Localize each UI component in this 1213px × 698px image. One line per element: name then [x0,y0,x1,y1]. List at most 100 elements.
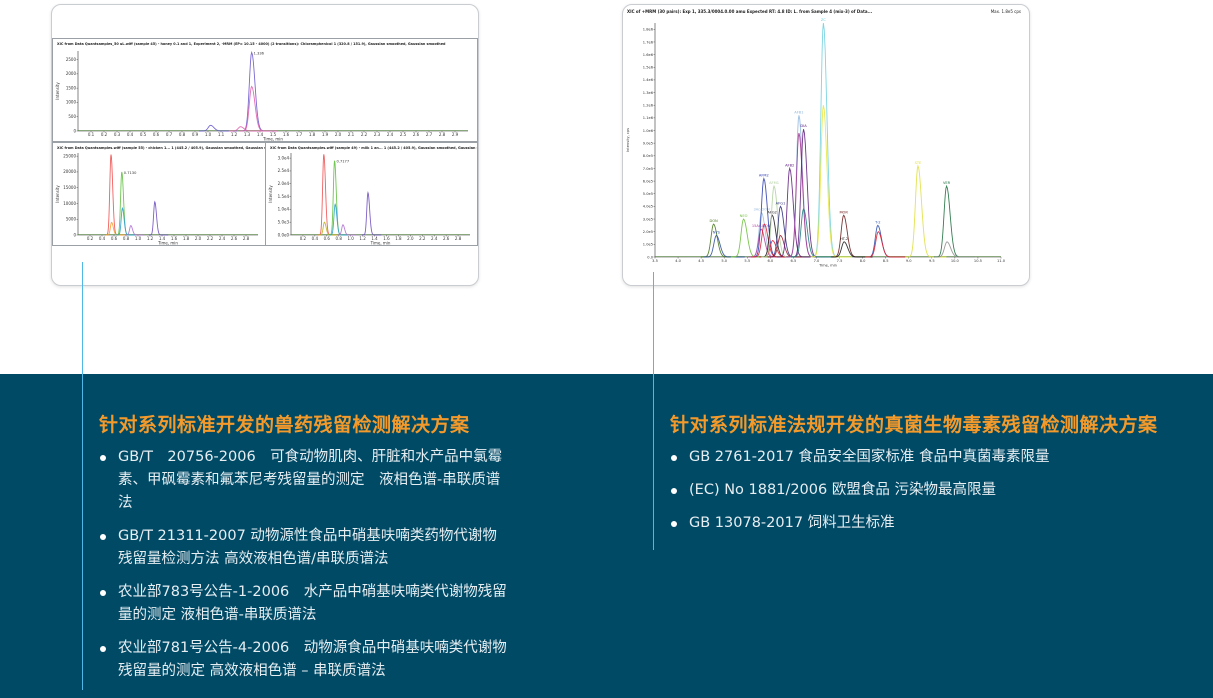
x-tick-label: 0.9 [192,132,199,137]
peak-label: T-2 [874,220,880,224]
chromatogram-peak [318,221,338,236]
y-tick-label: 10000 [63,201,76,206]
x-tick-label: 9.0 [906,259,912,263]
chromatogram-peak [362,191,382,236]
x-tick-label: 0.4 [127,132,134,137]
peak-retention-annotation: 0.7177 [337,160,350,164]
list-item: (EC) No 1881/2006 欧盟食品 污染物最高限量 [670,479,1190,502]
x-tick-label: 1.8 [309,132,316,137]
x-tick-label: 11.0 [997,259,1006,263]
veterinary-chromatogram-card: XIC from Data Quantsamples_50 uL.wiff (s… [51,4,496,286]
x-tick-label: 1.2 [147,236,154,241]
x-tick-label: 1.5 [270,132,277,137]
y-tick-label: 1.0e5 [643,243,653,247]
chart-title: XIC from Data Quantsamples_50 uL.wiff (s… [57,42,446,46]
chromatogram-peak [933,184,975,258]
x-tick-label: 2.0 [195,236,202,241]
chart-title: XIC from Data Quantsamples.wiff (sample … [270,146,477,150]
peak-label: 15Ac-DON [752,224,771,228]
y-tick-label: 1.6e6 [643,53,654,57]
x-tick-label: 5.0 [721,259,727,263]
peak-label: AFB2 [785,163,794,167]
x-tick-label: 1.4 [159,236,166,241]
mycotoxin-chromatogram: XIC of +MRM (30 pairs): Exp 1, 335.3/000… [626,9,1021,268]
x-tick-label: 1.9 [322,132,329,137]
x-tick-label: 2.4 [431,236,438,241]
y-tick-label: 6.0e5 [643,179,653,183]
y-tick-label: 1.0e4 [278,207,290,212]
x-tick-label: 2.0 [407,236,414,241]
y-axis-label: Intensity, cps [626,128,630,152]
x-tick-label: 1.4 [371,236,378,241]
x-tick-label: 1.6 [171,236,178,241]
x-tick-label: 5.5 [744,259,750,263]
x-tick-label: 0.5 [140,132,147,137]
peak-label: AFB1 [794,110,803,114]
peak-retention-annotation: 0.7130 [124,171,137,175]
y-tick-label: 9.0e5 [643,141,653,145]
peak-label: DIA [800,124,807,128]
x-tick-label: 2.4 [219,236,226,241]
peak-label: AFM2 [759,174,769,178]
y-tick-label: 2.0e4 [278,181,290,186]
veterinary-solutions-heading: 针对系列标准开发的兽药残留检测解决方案 [99,414,470,436]
chromatogram-peak [329,202,349,236]
y-tick-label: 1.1e6 [643,116,654,120]
y-tick-label: 3.0e5 [643,217,653,221]
y-tick-label: 5.0e3 [278,219,290,224]
chromatogram-peak [700,223,743,258]
x-tick-label: 0.6 [153,132,160,137]
chromatogram-peak [239,50,278,132]
peak-retention-annotation: 1.336 [254,51,265,55]
y-tick-label: 5000 [66,217,77,222]
x-tick-label: 1.2 [359,236,366,241]
x-tick-label: 2.5 [400,132,407,137]
y-axis-label: Intensity [268,185,273,203]
x-tick-label: 1.8 [183,236,190,241]
veterinary-standards-list: GB/T 20756-2006 可食动物肌肉、肝脏和水产品中氯霉素、甲砜霉素和氟… [99,446,509,693]
chromatogram-peak [115,171,136,236]
x-tick-label: 2.1 [348,132,355,137]
connector-line-left [82,262,83,690]
mycotoxin-solutions-heading: 针对系列标准法规开发的真菌生物毒素残留检测解决方案 [670,414,1158,436]
solutions-band [0,374,1213,698]
chromatogram-peak [198,124,237,132]
x-axis-label: Time, min [157,241,178,246]
x-tick-label: 2.9 [452,132,459,137]
y-tick-label: 2.5e4 [278,168,290,173]
y-tick-label: 0 [73,232,76,237]
y-tick-label: 1.8e6 [643,28,654,32]
x-tick-label: 10.0 [951,259,960,263]
chromatogram-peak [865,231,907,258]
x-tick-label: 1.0 [135,236,142,241]
x-tick-label: 7.0 [814,259,820,263]
x-tick-label: 1.7 [296,132,303,137]
chromatogram-peak [777,166,819,258]
y-tick-label: 25000 [63,153,76,158]
y-tick-label: 1500 [66,85,77,90]
x-tick-label: 0.7 [166,132,173,137]
x-tick-label: 2.2 [207,236,214,241]
y-axis-label: Intensity [55,82,60,100]
x-tick-label: 2.2 [419,236,426,241]
x-tick-label: 2.6 [231,236,238,241]
x-tick-label: 0.4 [99,236,106,241]
x-tick-label: 8.5 [883,259,889,263]
y-tick-label: 1.5e6 [643,66,654,70]
x-tick-label: 1.6 [383,236,390,241]
list-item: 农业部783号公告-1-2006 水产品中硝基呋喃类代谢物残留量的测定 液相色谱… [99,581,509,627]
y-tick-label: 5.0e5 [643,192,653,196]
chromatogram-peak [239,85,278,132]
chart-title: XIC from Data Quantsamples.wiff (sample … [57,146,265,150]
x-tick-label: 2.4 [387,132,394,137]
x-tick-label: 2.2 [361,132,368,137]
connector-line-right [653,272,654,550]
x-tick-label: 0.4 [312,236,319,241]
list-item: GB 13078-2017 饲料卫生标准 [670,512,1190,535]
y-tick-label: 1.4e6 [643,78,654,82]
chromatogram-peak [105,221,126,236]
peak-label: HT-2 [840,237,848,241]
x-tick-label: 1.2 [231,132,238,137]
list-item: GB/T 20756-2006 可食动物肌肉、肝脏和水产品中氯霉素、甲砜霉素和氟… [99,446,509,515]
chromatogram-peak [865,224,907,258]
